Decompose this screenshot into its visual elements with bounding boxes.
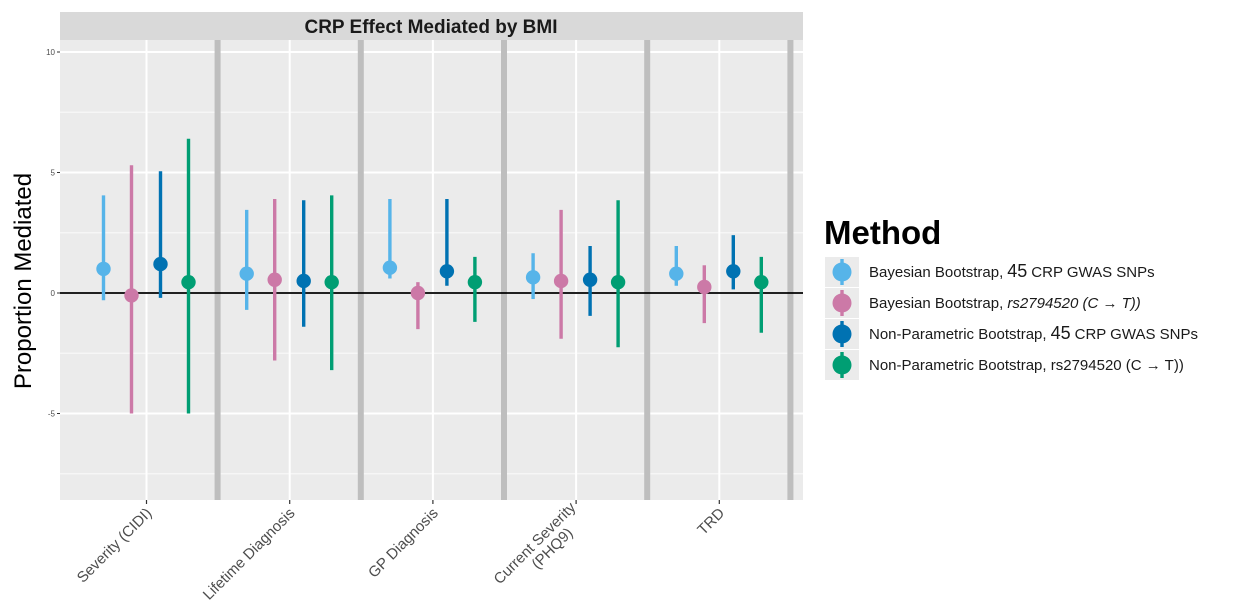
point-estimate bbox=[96, 261, 111, 277]
grid-lines bbox=[60, 40, 803, 500]
point-estimate bbox=[410, 285, 426, 301]
legend: Method Bayesian Bootstrap, 45 CRP GWAS SNP… bbox=[824, 214, 1198, 380]
point-estimate bbox=[181, 274, 196, 290]
point-estimate bbox=[324, 274, 339, 290]
point-estimate bbox=[382, 260, 398, 275]
category-separator bbox=[501, 40, 507, 500]
data-marks bbox=[96, 138, 769, 414]
y-tick-label: 10 bbox=[46, 48, 55, 57]
point-estimate bbox=[467, 274, 483, 290]
y-axis-label: Proportion Mediated bbox=[10, 173, 37, 389]
legend-entry-label: Non-Parametric Bootstrap, rs2794520 (C →… bbox=[869, 357, 1184, 374]
y-tick-label: -5 bbox=[48, 410, 56, 419]
category-separator bbox=[214, 40, 221, 500]
point-estimate bbox=[582, 272, 598, 287]
category-separators bbox=[214, 40, 794, 500]
point-estimate bbox=[439, 264, 455, 279]
x-tick-label: TRD bbox=[694, 505, 728, 539]
point-estimate bbox=[525, 270, 541, 285]
point-estimate bbox=[553, 273, 569, 289]
point-estimate bbox=[267, 272, 282, 287]
x-tick-label: Severity (CIDI) bbox=[74, 505, 156, 587]
panel-background bbox=[60, 40, 803, 500]
point-estimate bbox=[669, 266, 684, 281]
legend-entry-label: Bayesian Bootstrap, 45 CRP GWAS SNPs bbox=[869, 261, 1155, 281]
category-separator bbox=[644, 40, 651, 500]
legend-key-point bbox=[832, 293, 852, 313]
legend-entry-label: Bayesian Bootstrap, rs2794520 (C → T)) bbox=[869, 295, 1141, 312]
x-tick-label: Current Severity(PHQ9) bbox=[491, 499, 591, 599]
legend-title: Method bbox=[824, 214, 941, 251]
point-estimate bbox=[124, 288, 139, 303]
point-estimate bbox=[754, 274, 769, 290]
x-axis: Severity (CIDI) Lifetime Diagnosis GP Diag… bbox=[74, 499, 728, 604]
y-tick-label: 5 bbox=[51, 169, 56, 178]
y-tick-label: 0 bbox=[51, 289, 56, 298]
y-axis: -5 0 5 10 bbox=[46, 48, 60, 419]
chart-title: CRP Effect Mediated by BMI bbox=[304, 17, 557, 38]
category-separator bbox=[787, 40, 794, 500]
point-estimate bbox=[153, 256, 168, 272]
legend-key-point bbox=[832, 355, 852, 375]
category-separator bbox=[357, 40, 364, 500]
point-estimate bbox=[239, 266, 254, 281]
point-estimate bbox=[610, 274, 626, 290]
point-estimate bbox=[697, 279, 712, 295]
facet-strip bbox=[60, 12, 803, 40]
point-estimate bbox=[296, 273, 311, 289]
x-tick-label: Lifetime Diagnosis bbox=[200, 505, 299, 604]
legend-key-point bbox=[832, 324, 852, 344]
legend-entry-label: Non-Parametric Bootstrap, 45 CRP GWAS SNPs bbox=[869, 323, 1198, 343]
point-estimate bbox=[726, 264, 741, 279]
legend-key-point bbox=[832, 262, 852, 282]
x-tick-label: GP Diagnosis bbox=[365, 505, 442, 582]
